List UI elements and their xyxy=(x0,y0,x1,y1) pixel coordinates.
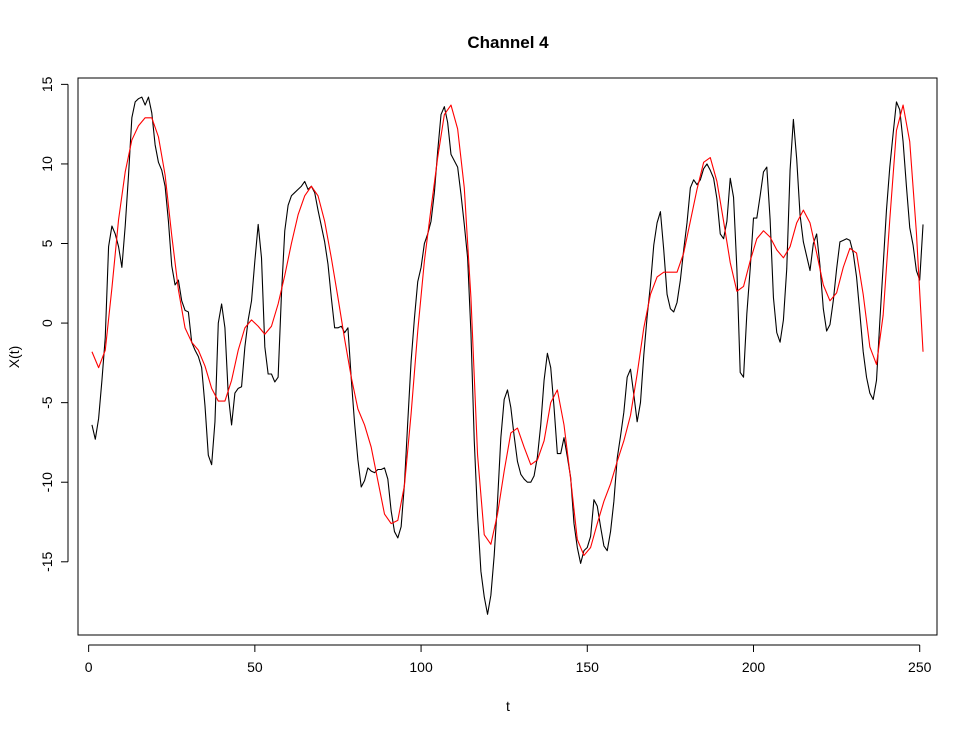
series-layer xyxy=(91,96,924,615)
y-tick-label: 10 xyxy=(39,156,55,172)
y-tick-label: -10 xyxy=(39,472,55,492)
series-line-red xyxy=(91,104,924,556)
y-tick-label: -5 xyxy=(39,396,55,409)
x-tick-label: 250 xyxy=(908,659,932,675)
x-tick-label: 0 xyxy=(85,659,93,675)
x-axis-label: t xyxy=(506,698,510,714)
chart-title: Channel 4 xyxy=(467,33,549,52)
x-tick-label: 200 xyxy=(742,659,766,675)
x-tick-label: 100 xyxy=(409,659,433,675)
x-axis: 0 50 100 150 200 250 xyxy=(85,644,932,675)
y-tick-label: 0 xyxy=(39,319,55,327)
y-tick-label: -15 xyxy=(39,551,55,571)
x-tick-label: 50 xyxy=(247,659,263,675)
y-axis-label: X(t) xyxy=(6,346,22,369)
x-tick-label: 150 xyxy=(576,659,600,675)
plot-frame xyxy=(77,77,938,636)
y-axis: -15 -10 -5 0 5 10 15 xyxy=(39,76,69,572)
y-tick-label: 5 xyxy=(39,239,55,247)
y-tick-label: 15 xyxy=(39,76,55,92)
series-line-black xyxy=(91,96,924,615)
